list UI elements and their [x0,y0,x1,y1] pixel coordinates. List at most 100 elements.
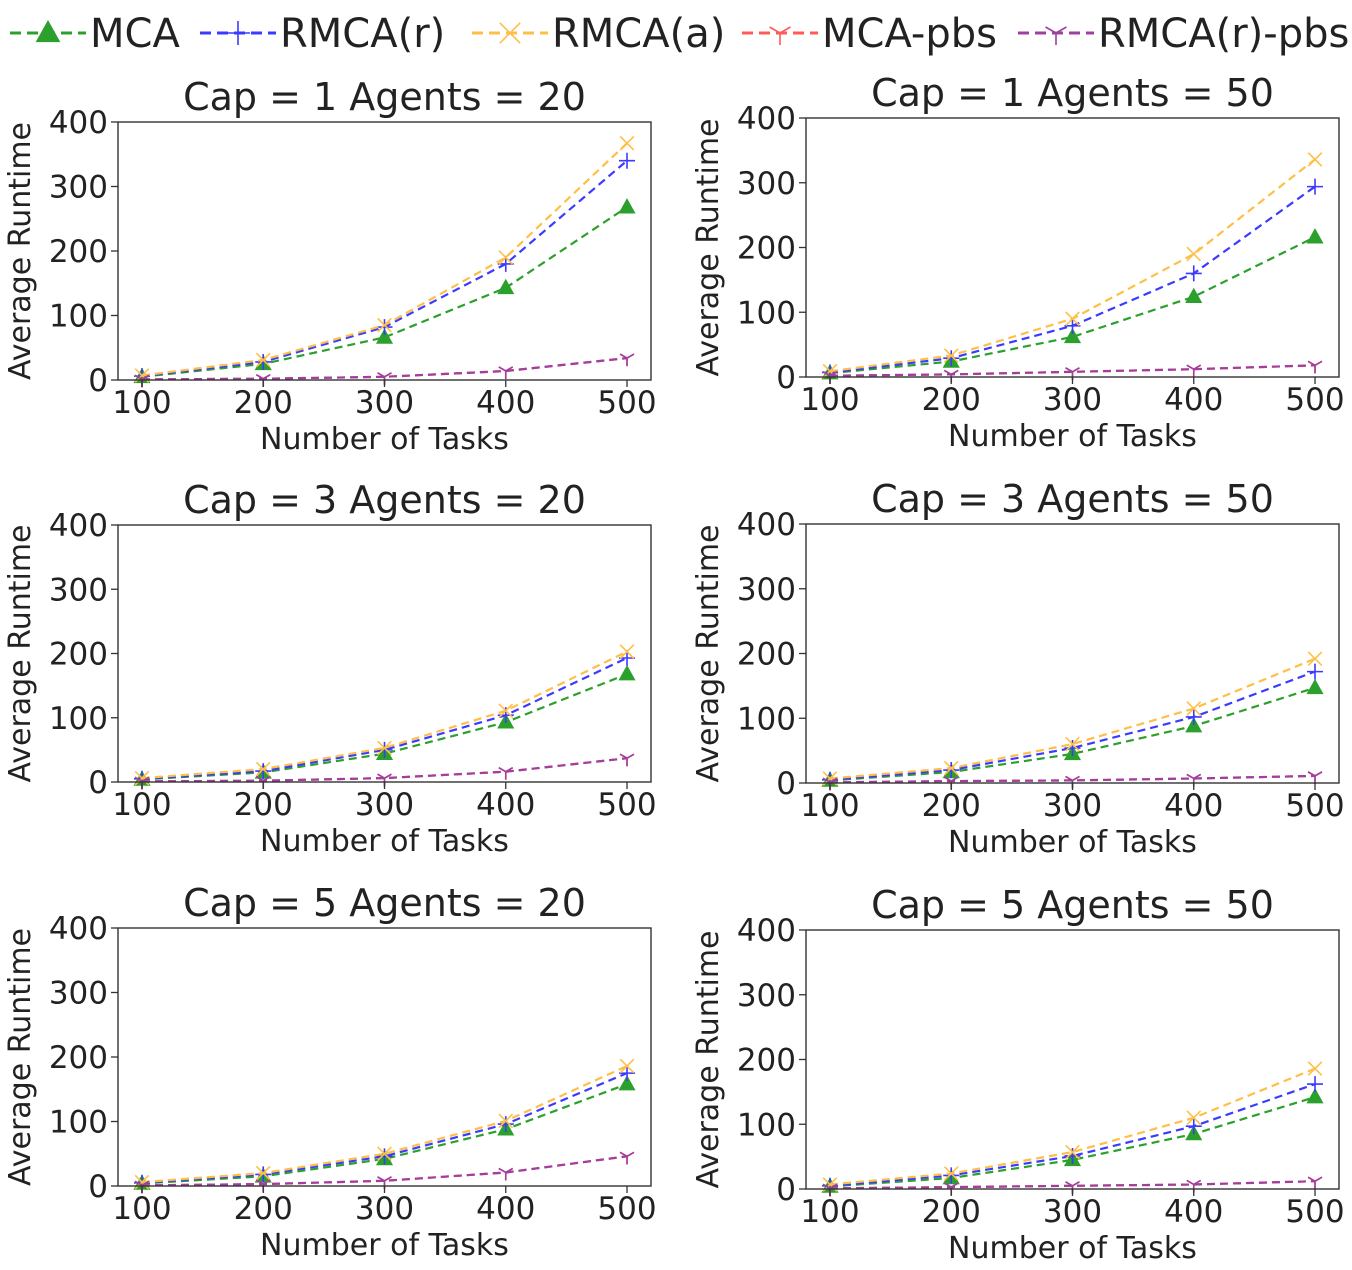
x-tick-label: 500 [597,385,656,421]
data-point-rmca-a [943,348,959,363]
data-point-rmca-a [943,1166,959,1181]
data-point-rmca-r-pbs [498,767,514,780]
data-point-rmca-a [619,1058,635,1074]
x-tick-label: 400 [1164,382,1223,418]
y-tick-label: 300 [737,572,796,608]
x-axis-label: Number of Tasks [948,825,1197,860]
x-tick-label: 200 [922,382,981,418]
series-rmca-a [822,1061,1323,1192]
data-point-rmca-r-pbs [1307,360,1323,374]
data-point-rmca-r-pbs [619,753,635,767]
y-tick-label: 100 [737,1107,796,1143]
x-axis-label: Number of Tasks [260,1228,509,1263]
series-line-rmca-r-pbs [829,774,1316,784]
data-point-mca [1306,228,1324,244]
data-point-rmca-a [1186,1110,1202,1126]
y-tick-label: 200 [49,1040,108,1076]
x-tick-label: 500 [1285,382,1344,418]
series-line-rmca-r-pbs [141,1155,628,1187]
series-group [133,135,636,388]
legend-item-rmca-r: RMCA(r) [200,11,445,57]
data-point-rmca-a [1186,701,1202,716]
data-point-rmca-r-pbs [1186,364,1202,378]
data-point-rmca-a [1307,1061,1323,1076]
data-point-rmca-r-pbs [1307,1176,1323,1190]
data-point-rmca-a [377,1146,392,1162]
data-point-rmca-r-pbs [1307,771,1323,784]
series-group [821,1061,1324,1197]
y-tick-label: 0 [776,766,796,802]
y-tick-label: 0 [776,360,796,396]
x-tick-label: 300 [1043,788,1102,824]
legend-item-mca-pbs: MCA-pbs [742,11,997,57]
series-rmca-a [134,1058,635,1190]
data-point-rmca-r [376,1148,393,1165]
series-rmca-r-pbs [134,753,635,790]
series-rmca-r [821,663,1324,788]
legend-item-rmca-r-pbs: RMCA(r)-pbs [1018,11,1349,57]
data-point-mca [618,198,636,214]
x-tick-label: 100 [112,385,171,421]
data-point-rmca-r [1064,1147,1081,1164]
data-point-rmca-r [1307,178,1324,195]
series-line-rmca-r [141,159,628,378]
data-point-rmca-a [619,644,635,659]
x-tick-label: 300 [355,787,414,823]
y-axis-label: Average Runtime [3,928,38,1186]
data-point-rmca-a [1065,736,1080,752]
series-rmca-r [133,1065,636,1191]
x-axis-label: Number of Tasks [260,422,509,457]
y-tick-label: 400 [49,105,108,141]
data-point-rmca-r [1185,708,1202,725]
data-point-rmca-a [377,317,392,333]
data-point-rmca-r-pbs [498,1167,514,1181]
y-tick-label: 400 [49,911,108,947]
x-tick-label: 400 [1164,788,1223,824]
series-line-rmca-a [829,1067,1316,1186]
x-tick-label: 200 [234,385,293,421]
data-point-rmca-a [498,250,514,265]
data-point-rmca-a [1307,152,1323,167]
x-tick-label: 500 [597,787,656,823]
series-line-rmca-r [141,657,628,780]
y-tick-label: 300 [49,170,108,206]
plot-frame [117,927,652,1187]
y-tick-label: 0 [88,363,108,399]
y-tick-label: 0 [88,765,108,801]
x-tick-label: 100 [800,382,859,418]
series-line-rmca-r [829,670,1316,781]
data-point-rmca-r [1307,1076,1324,1093]
series-group [133,644,636,790]
y-tick-label: 300 [737,166,796,202]
y-tick-label: 100 [737,701,796,737]
y-tick-label: 400 [737,507,796,543]
data-point-rmca-a [1065,1144,1080,1160]
x-tick-label: 100 [800,1194,859,1230]
data-point-rmca-a [498,703,514,719]
data-point-rmca-r [497,1116,514,1133]
data-point-rmca-r [1064,740,1081,757]
data-point-rmca-a [1065,311,1080,327]
series-mca [133,198,636,384]
series-rmca-r [821,1076,1324,1194]
data-point-rmca-r [943,350,960,367]
y-tick-label: 200 [49,234,108,270]
series-line-rmca-r-pbs [829,1180,1316,1190]
y-tick-label: 300 [737,978,796,1014]
y-axis-label: Average Runtime [691,930,726,1188]
chart-title: Cap = 1 Agents = 50 [871,71,1274,115]
x-axis-label: Number of Tasks [948,419,1197,454]
series-line-mca [141,206,628,378]
y-tick-label: 100 [49,1105,108,1141]
legend-marker-rmca-r-pbs [1045,26,1067,45]
series-line-rmca-r-pbs [141,757,628,783]
data-point-rmca-r [1185,1118,1202,1135]
data-point-rmca-r [255,1166,272,1183]
x-tick-label: 300 [1043,1194,1102,1230]
data-point-rmca-r-pbs [619,353,635,367]
y-tick-label: 200 [737,231,796,267]
